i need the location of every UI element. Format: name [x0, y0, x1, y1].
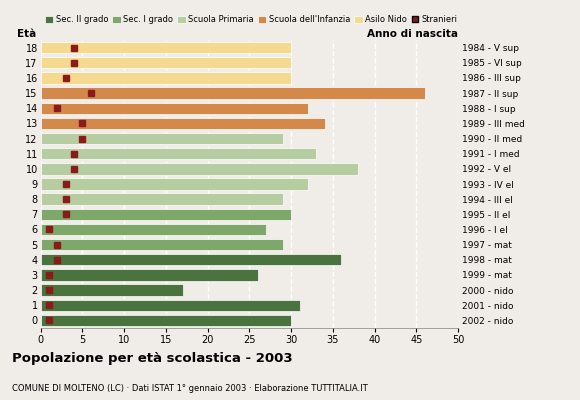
Bar: [41, 209, 291, 220]
Bar: [41, 239, 283, 250]
Text: COMUNE DI MOLTENO (LC) · Dati ISTAT 1° gennaio 2003 · Elaborazione TUTTITALIA.IT: COMUNE DI MOLTENO (LC) · Dati ISTAT 1° g…: [12, 384, 367, 393]
Text: Popolazione per età scolastica - 2003: Popolazione per età scolastica - 2003: [12, 352, 292, 365]
Bar: [41, 133, 283, 144]
Bar: [41, 315, 291, 326]
Bar: [41, 118, 325, 129]
Bar: [41, 163, 358, 174]
Bar: [41, 254, 341, 266]
Bar: [41, 42, 291, 53]
Bar: [41, 269, 258, 281]
Bar: [41, 57, 291, 68]
Bar: [41, 194, 283, 205]
Bar: [41, 284, 183, 296]
Legend: Sec. II grado, Sec. I grado, Scuola Primaria, Scuola dell'Infanzia, Asilo Nido, : Sec. II grado, Sec. I grado, Scuola Prim…: [45, 15, 458, 24]
Bar: [41, 102, 308, 114]
Bar: [41, 87, 425, 99]
Text: Età: Età: [17, 30, 37, 40]
Bar: [41, 148, 316, 159]
Bar: [41, 72, 291, 84]
Bar: [41, 224, 266, 235]
Bar: [41, 300, 299, 311]
Bar: [41, 178, 308, 190]
Text: Anno di nascita: Anno di nascita: [367, 30, 458, 40]
